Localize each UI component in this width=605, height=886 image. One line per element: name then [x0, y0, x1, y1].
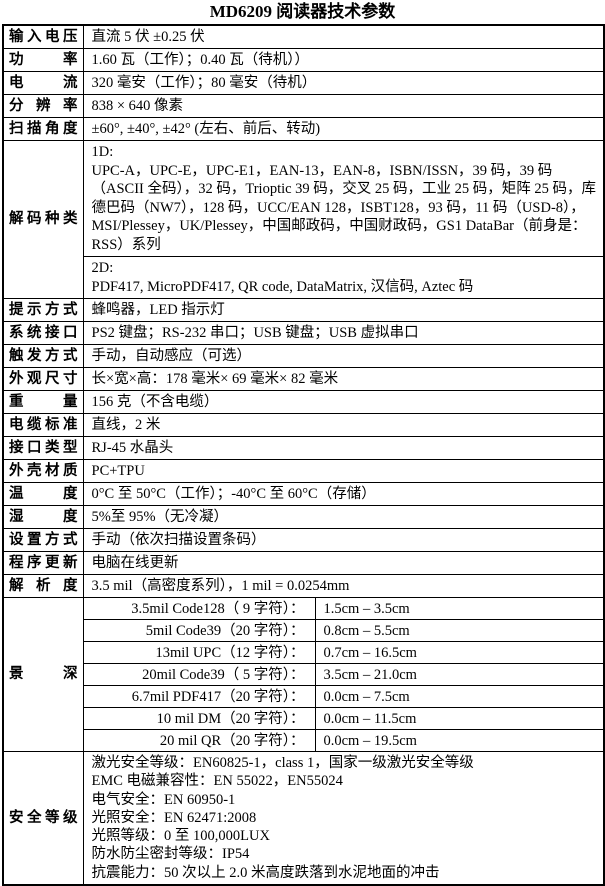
table-row-dimensions: 外观尺寸 长×宽×高：178 毫米× 69 毫米× 82 毫米 — [2, 367, 605, 391]
dof-range: 1.5cm – 3.5cm — [314, 597, 605, 620]
row-value: 电脑在线更新 — [82, 551, 605, 575]
table-row-dof-3: 13mil UPC（12 字符）： 0.7cm – 16.5cm — [3, 641, 605, 664]
decode-1d-heading: 1D: — [91, 144, 114, 160]
row-value: RJ-45 水晶头 — [82, 436, 605, 460]
dof-range: 0.8cm – 5.5cm — [314, 619, 605, 642]
row-label: 温度 — [2, 482, 84, 506]
table-row-dof-6: 10 mil DM（20 字符）： 0.0cm – 11.5cm — [3, 707, 605, 730]
row-value: 0°C 至 50°C（工作）；-40°C 至 60°C（存储） — [82, 482, 605, 506]
dof-spec: 10 mil DM（20 字符）： — [82, 707, 316, 730]
safety-line: 光照安全：EN 62471:2008 — [91, 809, 257, 826]
row-value: 156 克（不含电缆） — [82, 390, 605, 414]
safety-line: EMC 电磁兼容性：EN 55022，EN55024 — [91, 773, 343, 790]
row-label: 解码种类 — [2, 140, 84, 299]
table-row-cable-standard: 电缆标准 直线，2 米 — [2, 413, 605, 437]
row-value: ±60°, ±40°, ±42° (左右、前后、转动) — [82, 117, 605, 141]
safety-line: 电气安全：EN 60950-1 — [91, 791, 236, 808]
row-label: 安全等级 — [2, 751, 84, 886]
decode-2d-list: PDF417, MicroPDF417, QR code, DataMatrix… — [91, 278, 474, 295]
decode-1d-list: UPC-A，UPC-E，UPC-E1，EAN-13，EAN-8，ISBN/ISS… — [91, 162, 597, 253]
row-value: 手动，自动感应（可选） — [82, 344, 605, 368]
safety-line: 激光安全等级：EN60825-1，class 1，国家一级激光安全等级 — [91, 755, 474, 771]
row-label: 触发方式 — [2, 344, 84, 368]
decode-2d-cell: 2D: PDF417, MicroPDF417, QR code, DataMa… — [82, 256, 605, 299]
row-label: 解析度 — [2, 574, 84, 598]
page-title: MD6209 阅读器技术参数 — [209, 2, 396, 21]
row-label: 程序更新 — [2, 551, 84, 575]
row-value: 5%至 95%（无冷凝） — [82, 505, 605, 529]
table-row-safety: 安全等级 激光安全等级：EN60825-1，class 1，国家一级激光安全等级… — [2, 751, 605, 886]
row-value: 1.60 瓦（工作）；0.40 瓦（待机）） — [82, 48, 605, 72]
dof-range: 0.7cm – 16.5cm — [314, 641, 605, 664]
table-row-dof-7: 20 mil QR（20 字符）： 0.0cm – 19.5cm — [3, 729, 605, 752]
dof-spec: 5mil Code39（20 字符）： — [82, 619, 316, 642]
row-label: 外壳材质 — [2, 459, 84, 483]
table-row-setting-mode: 设置方式 手动（依次扫描设置条码） — [2, 528, 605, 552]
row-label: 分辨率 — [2, 94, 84, 118]
table-row-weight: 重量 156 克（不含电缆） — [2, 390, 605, 414]
table-row-current: 电流 320 毫安（工作）；80 毫安（待机） — [2, 71, 605, 95]
safety-line: 光照等级：0 至 100,000LUX — [91, 828, 270, 845]
row-label: 设置方式 — [2, 528, 84, 552]
dof-spec: 6.7mil PDF417（20 字符）： — [82, 685, 316, 708]
row-label: 提示方式 — [2, 298, 84, 322]
dof-range: 3.5cm – 21.0cm — [314, 663, 605, 686]
table-row-housing-material: 外壳材质 PC+TPU — [2, 459, 605, 483]
table-row-dof-2: 5mil Code39（20 字符）： 0.8cm – 5.5cm — [3, 619, 605, 642]
row-value: 长×宽×高：178 毫米× 69 毫米× 82 毫米 — [82, 367, 605, 391]
row-value: PC+TPU — [82, 459, 605, 483]
decode-2d-heading: 2D: — [91, 260, 114, 276]
table-row-resolution: 分辨率 838 × 640 像素 — [2, 94, 605, 118]
table-row-dof-1: 景深 3.5mil Code128（ 9 字符）： 1.5cm – 3.5cm — [2, 597, 605, 752]
spec-table: 输入电压 直流 5 伏 ±0.25 伏 功率 1.60 瓦（工作）；0.40 瓦… — [2, 24, 605, 886]
table-row-input-voltage: 输入电压 直流 5 伏 ±0.25 伏 — [2, 24, 605, 49]
dof-spec: 13mil UPC（12 字符）： — [82, 641, 316, 664]
row-value: 直流 5 伏 ±0.25 伏 — [82, 24, 605, 49]
row-label: 输入电压 — [2, 24, 84, 49]
table-row-power: 功率 1.60 瓦（工作）；0.40 瓦（待机）） — [2, 48, 605, 72]
table-row-firmware-update: 程序更新 电脑在线更新 — [2, 551, 605, 575]
dof-range: 0.0cm – 19.5cm — [314, 729, 605, 752]
table-row-temperature: 温度 0°C 至 50°C（工作）；-40°C 至 60°C（存储） — [2, 482, 605, 506]
table-row-dof-5: 6.7mil PDF417（20 字符）： 0.0cm – 7.5cm — [3, 685, 605, 708]
table-row-system-interface: 系统接口 PS2 键盘；RS-232 串口；USB 键盘；USB 虚拟串口 — [2, 321, 605, 345]
table-row-decode-2d: 2D: PDF417, MicroPDF417, QR code, DataMa… — [3, 256, 605, 299]
table-row-trigger-mode: 触发方式 手动，自动感应（可选） — [2, 344, 605, 368]
row-value: 手动（依次扫描设置条码） — [82, 528, 605, 552]
dof-range: 0.0cm – 11.5cm — [314, 707, 605, 730]
row-label: 重量 — [2, 390, 84, 414]
table-row-connector-type: 接口类型 RJ-45 水晶头 — [2, 436, 605, 460]
safety-line: 防水防尘密封等级：IP54 — [91, 846, 250, 863]
table-row-dof-4: 20mil Code39（ 5 字符）： 3.5cm – 21.0cm — [3, 663, 605, 686]
row-label: 功率 — [2, 48, 84, 72]
table-row-humidity: 湿度 5%至 95%（无冷凝） — [2, 505, 605, 529]
dof-spec: 20mil Code39（ 5 字符）： — [82, 663, 316, 686]
row-value: 838 × 640 像素 — [82, 94, 605, 118]
table-row-decode-1d: 解码种类 1D: UPC-A，UPC-E，UPC-E1，EAN-13，EAN-8… — [2, 140, 605, 299]
decode-1d-cell: 1D: UPC-A，UPC-E，UPC-E1，EAN-13，EAN-8，ISBN… — [82, 140, 605, 257]
safety-cell: 激光安全等级：EN60825-1，class 1，国家一级激光安全等级 EMC … — [82, 751, 605, 886]
row-value: 蜂鸣器，LED 指示灯 — [82, 298, 605, 322]
row-label: 接口类型 — [2, 436, 84, 460]
row-label: 电缆标准 — [2, 413, 84, 437]
row-label: 系统接口 — [2, 321, 84, 345]
row-label: 扫描角度 — [2, 117, 84, 141]
dof-spec: 3.5mil Code128（ 9 字符）： — [82, 597, 316, 620]
row-value: 320 毫安（工作）；80 毫安（待机） — [82, 71, 605, 95]
dof-range: 0.0cm – 7.5cm — [314, 685, 605, 708]
row-label: 景深 — [2, 597, 84, 752]
table-row-resolution-mil: 解析度 3.5 mil（高密度系列），1 mil = 0.0254mm — [2, 574, 605, 598]
safety-line: 抗震能力：50 次以上 2.0 米高度跌落到水泥地面的冲击 — [91, 864, 440, 881]
row-label: 电流 — [2, 71, 84, 95]
row-label: 湿度 — [2, 505, 84, 529]
table-row-scan-angle: 扫描角度 ±60°, ±40°, ±42° (左右、前后、转动) — [2, 117, 605, 141]
dof-spec: 20 mil QR（20 字符）： — [82, 729, 316, 752]
table-row-prompt-mode: 提示方式 蜂鸣器，LED 指示灯 — [2, 298, 605, 322]
row-value: 3.5 mil（高密度系列），1 mil = 0.0254mm — [82, 574, 605, 598]
row-value: PS2 键盘；RS-232 串口；USB 键盘；USB 虚拟串口 — [82, 321, 605, 345]
row-label: 外观尺寸 — [2, 367, 84, 391]
row-value: 直线，2 米 — [82, 413, 605, 437]
